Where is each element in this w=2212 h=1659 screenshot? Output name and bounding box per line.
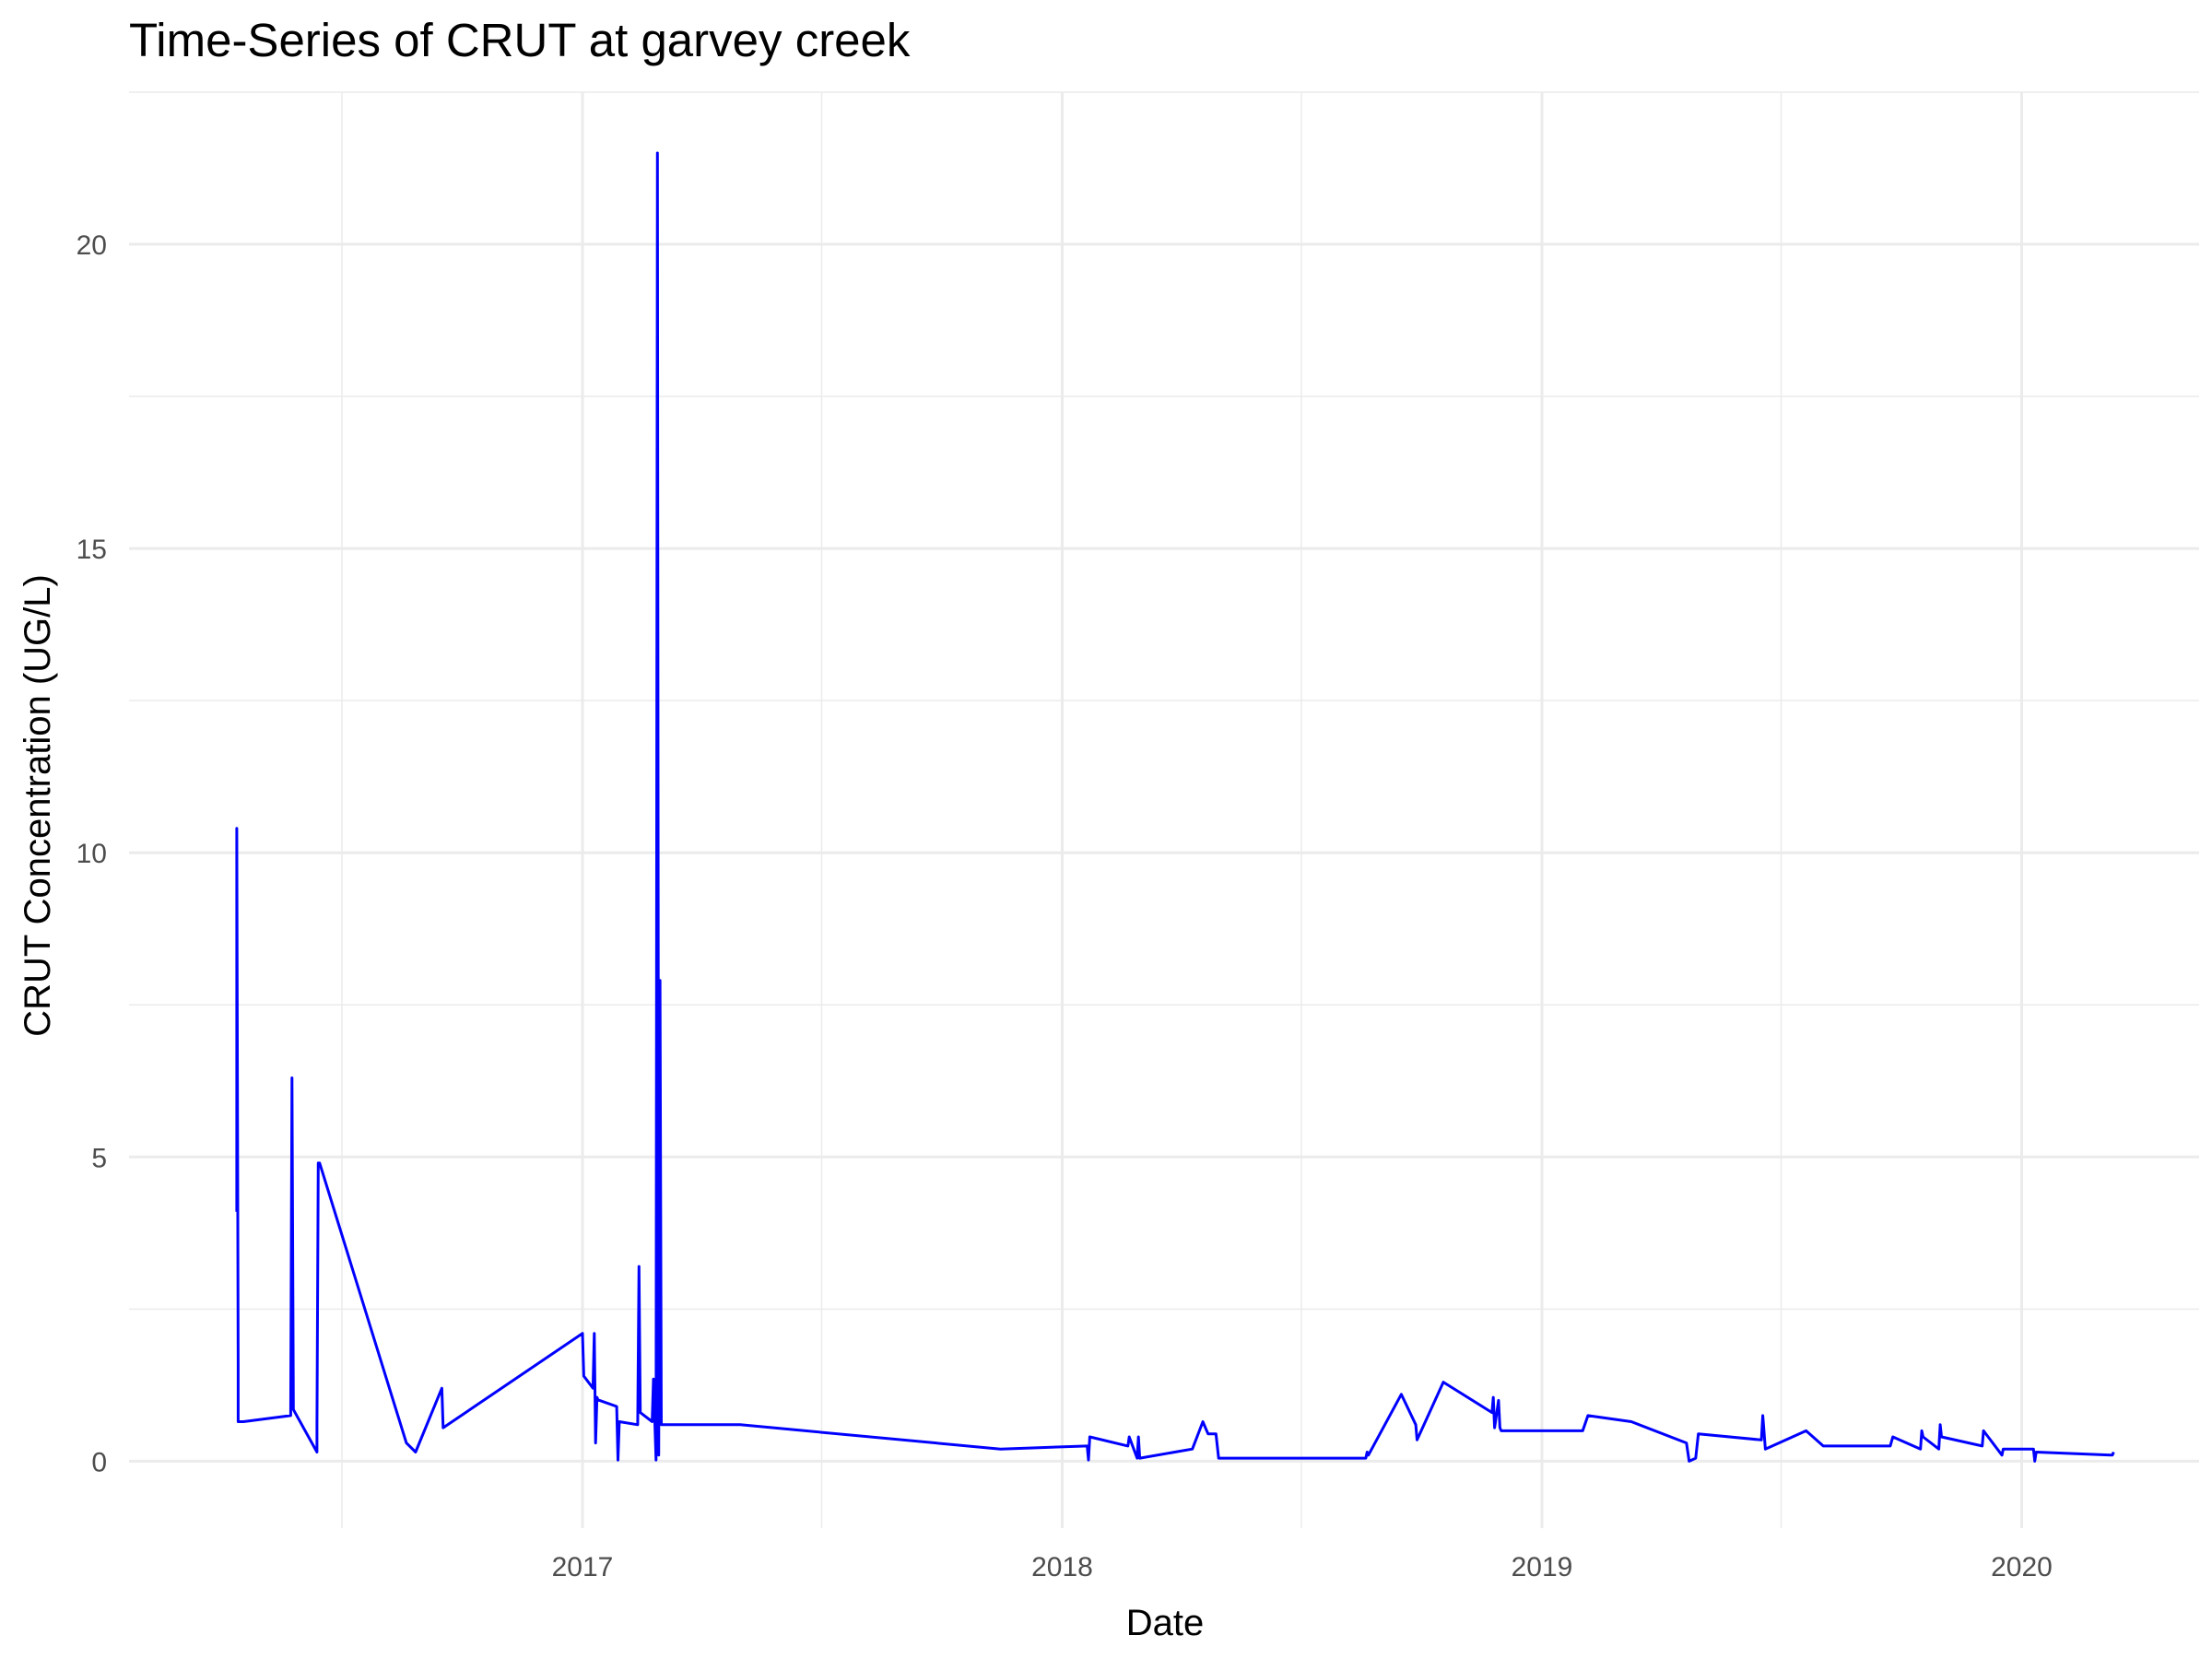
x-tick-label: 2018 <box>1031 1552 1093 1583</box>
y-tick-label: 10 <box>76 839 107 869</box>
y-tick-label: 20 <box>76 230 107 261</box>
grid-major <box>129 92 2199 1528</box>
x-axis-title: Date <box>1126 1603 1205 1643</box>
y-tick-label: 15 <box>76 535 107 565</box>
x-tick-label: 2020 <box>1991 1552 2053 1583</box>
series-line <box>235 151 2115 1463</box>
y-axis-title: CRUT Concentration (UG/L) <box>18 574 58 1037</box>
grid-minor <box>129 91 2199 1528</box>
x-tick-label: 2017 <box>552 1552 614 1583</box>
x-tick-labels: 2017 2018 2019 2020 <box>552 1552 2053 1583</box>
chart-title: Time-Series of CRUT at garvey creek <box>129 14 911 66</box>
y-tick-labels: 0 5 10 15 20 <box>76 230 107 1477</box>
y-tick-label: 0 <box>91 1447 107 1477</box>
y-tick-label: 5 <box>91 1143 107 1173</box>
x-tick-label: 2019 <box>1512 1552 1573 1583</box>
